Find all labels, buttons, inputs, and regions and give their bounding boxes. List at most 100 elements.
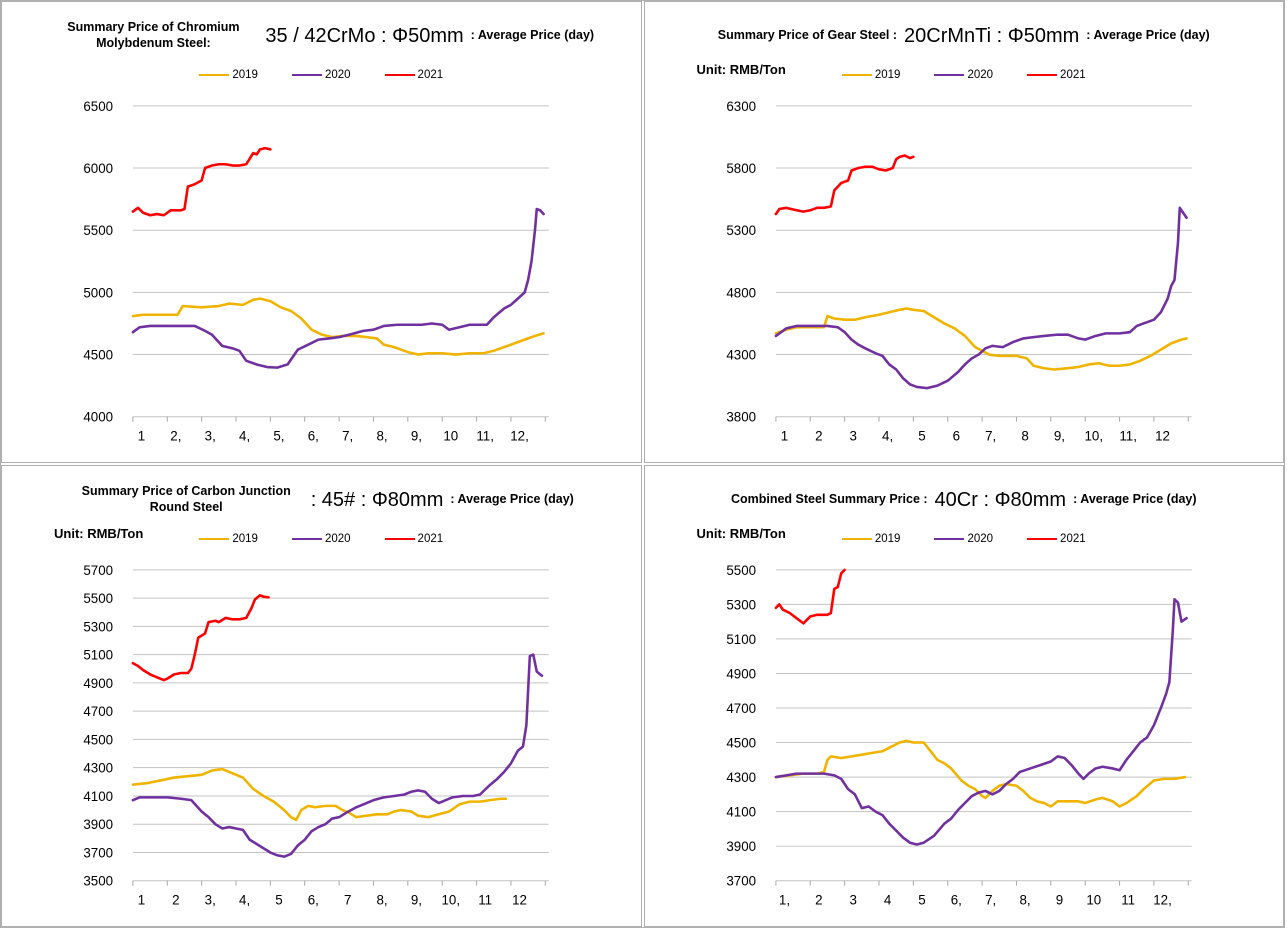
svg-text:12: 12 xyxy=(512,892,527,907)
svg-text:11: 11 xyxy=(1121,892,1135,907)
legend-label-2020: 2020 xyxy=(324,532,351,545)
svg-text:8: 8 xyxy=(1021,428,1028,443)
series-line-2021 xyxy=(774,153,915,216)
svg-text:3700: 3700 xyxy=(726,873,756,888)
svg-text:5800: 5800 xyxy=(726,161,756,176)
svg-text:10,: 10, xyxy=(442,892,461,907)
chart-meta-row: 2019 2020 2021 xyxy=(6,60,637,90)
chart-title-prefix: Combined Steel Summary Price : xyxy=(730,492,928,507)
unit-label: Unit: RMB/Ton xyxy=(54,526,144,541)
series-line-2020 xyxy=(774,206,1188,390)
svg-text:11,: 11, xyxy=(1119,428,1137,443)
svg-text:8,: 8, xyxy=(1019,892,1030,907)
svg-text:4700: 4700 xyxy=(83,704,113,719)
svg-text:6: 6 xyxy=(952,428,959,443)
svg-text:5: 5 xyxy=(918,428,925,443)
chart-title: Combined Steel Summary Price : 40Cr : Φ8… xyxy=(649,476,1280,524)
svg-text:7,: 7, xyxy=(985,892,996,907)
legend-item-2021: 2021 xyxy=(1027,533,1086,545)
chart-title-prefix: Summary Price of Chromium Molybdenum Ste… xyxy=(67,20,240,50)
legend-item-2020: 2020 xyxy=(291,532,351,545)
svg-text:2: 2 xyxy=(172,892,179,907)
svg-text:3500: 3500 xyxy=(83,873,113,888)
legend-label-2020: 2020 xyxy=(967,68,994,81)
legend-swatch-2020 xyxy=(934,73,965,76)
chart-meta-row: Unit: RMB/Ton 2019 2020 2021 xyxy=(6,524,637,554)
legend-item-2021: 2021 xyxy=(384,69,443,81)
svg-text:3800: 3800 xyxy=(726,409,756,424)
legend-label-2021: 2021 xyxy=(1060,532,1086,545)
legend-swatch-2021 xyxy=(384,73,415,76)
x-ticks xyxy=(132,416,546,422)
legend-swatch-2021 xyxy=(1027,73,1058,76)
svg-text:5500: 5500 xyxy=(83,591,113,606)
svg-text:5300: 5300 xyxy=(726,597,756,612)
svg-text:10: 10 xyxy=(443,428,458,443)
svg-text:4800: 4800 xyxy=(726,285,756,300)
svg-text:10,: 10, xyxy=(1084,428,1103,443)
legend-item-2019: 2019 xyxy=(841,533,900,545)
series-line-2019 xyxy=(774,306,1188,371)
svg-text:7,: 7, xyxy=(342,428,353,443)
legend-swatch-2021 xyxy=(384,537,415,540)
svg-text:6300: 6300 xyxy=(726,98,756,113)
svg-text:7,: 7, xyxy=(985,428,996,443)
svg-text:5: 5 xyxy=(918,892,925,907)
svg-text:6,: 6, xyxy=(950,892,961,907)
gridlines xyxy=(775,569,1192,881)
legend-item-2019: 2019 xyxy=(199,533,258,545)
svg-text:5100: 5100 xyxy=(83,647,113,662)
svg-text:1,: 1, xyxy=(778,892,789,907)
svg-text:12: 12 xyxy=(1155,428,1170,443)
svg-text:1: 1 xyxy=(780,428,787,443)
chart-title-main: 20CrMnTi : Φ50mm xyxy=(904,24,1080,47)
chart-title-main: 35 / 42CrMo : Φ50mm xyxy=(265,24,464,47)
svg-text:4300: 4300 xyxy=(726,770,756,785)
legend-label-2021: 2021 xyxy=(417,532,444,545)
legend-label-2021: 2021 xyxy=(1060,68,1086,81)
svg-text:9,: 9, xyxy=(1053,428,1064,443)
svg-text:5,: 5, xyxy=(273,428,284,443)
legend-swatch-2019 xyxy=(199,73,230,76)
chart-title: Summary Price of Gear Steel : 20CrMnTi :… xyxy=(649,12,1280,60)
svg-text:3,: 3, xyxy=(205,428,216,443)
legend-item-2020: 2020 xyxy=(291,69,351,81)
svg-text:1: 1 xyxy=(138,428,145,443)
svg-text:2: 2 xyxy=(815,892,822,907)
svg-text:11,: 11, xyxy=(476,428,494,443)
legend-swatch-2021 xyxy=(1027,537,1058,540)
svg-text:1: 1 xyxy=(138,892,145,907)
unit-label: Unit: RMB/Ton xyxy=(696,62,786,77)
svg-text:5300: 5300 xyxy=(726,223,756,238)
chart-title-prefix: Summary Price of Carbon Junction Round S… xyxy=(81,484,291,514)
chart-title-main: : 45# : Φ80mm xyxy=(310,488,444,511)
svg-text:4700: 4700 xyxy=(726,701,756,716)
svg-text:11: 11 xyxy=(478,892,492,907)
legend-label-2019: 2019 xyxy=(874,68,901,81)
legend-swatch-2020 xyxy=(291,537,322,540)
chart-panel-carbon-round-steel: Summary Price of Carbon Junction Round S… xyxy=(1,465,642,927)
svg-text:4,: 4, xyxy=(882,428,893,443)
gridlines xyxy=(775,105,1192,417)
legend-label-2020: 2020 xyxy=(967,532,994,545)
chart-meta-row: Unit: RMB/Ton 2019 2020 2021 xyxy=(649,524,1280,554)
chart-title-suffix: : Average Price (day) xyxy=(1073,492,1197,507)
legend-item-2019: 2019 xyxy=(199,69,258,81)
legend-swatch-2019 xyxy=(199,537,230,540)
series-line-2020 xyxy=(774,597,1188,846)
svg-text:4500: 4500 xyxy=(83,732,113,747)
legend-item-2021: 2021 xyxy=(1027,69,1086,81)
svg-text:4,: 4, xyxy=(239,892,250,907)
svg-text:10: 10 xyxy=(1086,892,1101,907)
svg-text:4000: 4000 xyxy=(83,409,113,424)
legend-item-2019: 2019 xyxy=(841,68,901,81)
svg-text:9,: 9, xyxy=(411,428,422,443)
gridlines xyxy=(132,569,549,881)
legend-swatch-2020 xyxy=(291,73,322,76)
x-ticks xyxy=(132,880,546,886)
svg-text:5000: 5000 xyxy=(83,285,113,300)
chart-panel-combined-40cr: Combined Steel Summary Price : 40Cr : Φ8… xyxy=(643,465,1284,927)
chart-title: Summary Price of Chromium Molybdenum Ste… xyxy=(6,12,637,60)
price-chart-svg: 3700 3900 4100 4300 4500 4700 4900 5100 5300 5500… xyxy=(726,562,1192,907)
